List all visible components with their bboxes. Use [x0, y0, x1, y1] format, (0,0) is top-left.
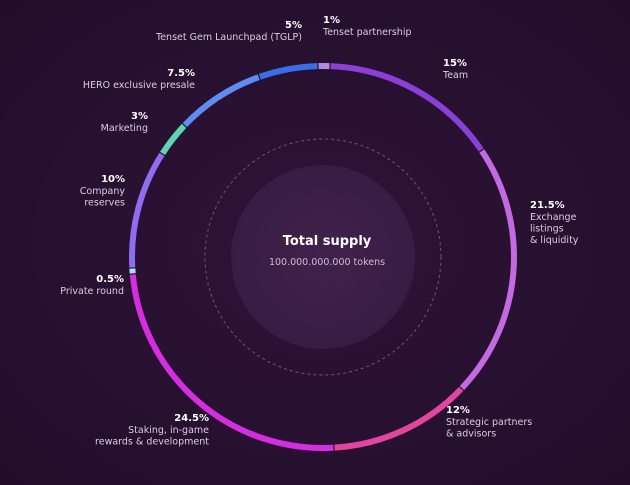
percent-label-exchange-listings-liquidity: 21.5%	[530, 200, 565, 211]
slice-label-strategic-partners-advisors: Strategic partners & advisors	[446, 417, 532, 440]
slice-label-tenset-gem-launchpad-tglp: Tenset Gem Launchpad (TGLP)	[155, 32, 302, 43]
slice-label-company-reserves: Company reserves	[80, 186, 126, 209]
slice-tenset-gem-launchpad-tglp	[258, 63, 318, 80]
percent-label-staking-in-game-rewards-development: 24.5%	[174, 413, 209, 424]
percent-label-company-reserves: 10%	[101, 174, 125, 185]
slice-label-private-round: Private round	[60, 286, 124, 297]
center-disc	[231, 165, 415, 349]
center-subtitle: 100.000.000.000 tokens	[269, 257, 385, 268]
slice-group	[129, 63, 517, 451]
slice-exchange-listings-liquidity	[459, 149, 517, 391]
percent-label-marketing: 3%	[131, 111, 148, 122]
inner-dashed-ring	[204, 138, 442, 376]
slice-label-exchange-listings-liquidity: Exchange listings & liquidity	[530, 212, 579, 246]
percent-label-hero-exclusive-presale: 7.5%	[167, 68, 195, 79]
slice-label-hero-exclusive-presale: HERO exclusive presale	[83, 80, 195, 91]
percent-label-tenset-partnership: 1%	[323, 15, 340, 26]
slice-label-team: Team	[442, 70, 468, 81]
slice-hero-exclusive-presale	[182, 74, 260, 128]
slice-strategic-partners-advisors	[334, 386, 464, 451]
percent-label-private-round: 0.5%	[96, 274, 124, 285]
slice-company-reserves	[129, 152, 165, 268]
center-title: Total supply	[283, 234, 372, 249]
percent-label-strategic-partners-advisors: 12%	[446, 405, 470, 416]
percent-label-tenset-gem-launchpad-tglp: 5%	[285, 20, 302, 31]
percent-label-team: 15%	[443, 58, 467, 69]
slice-staking-in-game-rewards-development	[129, 274, 334, 451]
slice-label-staking-in-game-rewards-development: Staking, in-game rewards & development	[95, 425, 209, 448]
label-group: 1%Tenset partnership 15%Team 21.5%Exchange…	[60, 15, 579, 448]
slice-label-marketing: Marketing	[101, 123, 148, 134]
slice-label-tenset-partnership: Tenset partnership	[322, 27, 412, 38]
slice-marketing	[160, 123, 187, 155]
slice-team	[330, 63, 484, 152]
